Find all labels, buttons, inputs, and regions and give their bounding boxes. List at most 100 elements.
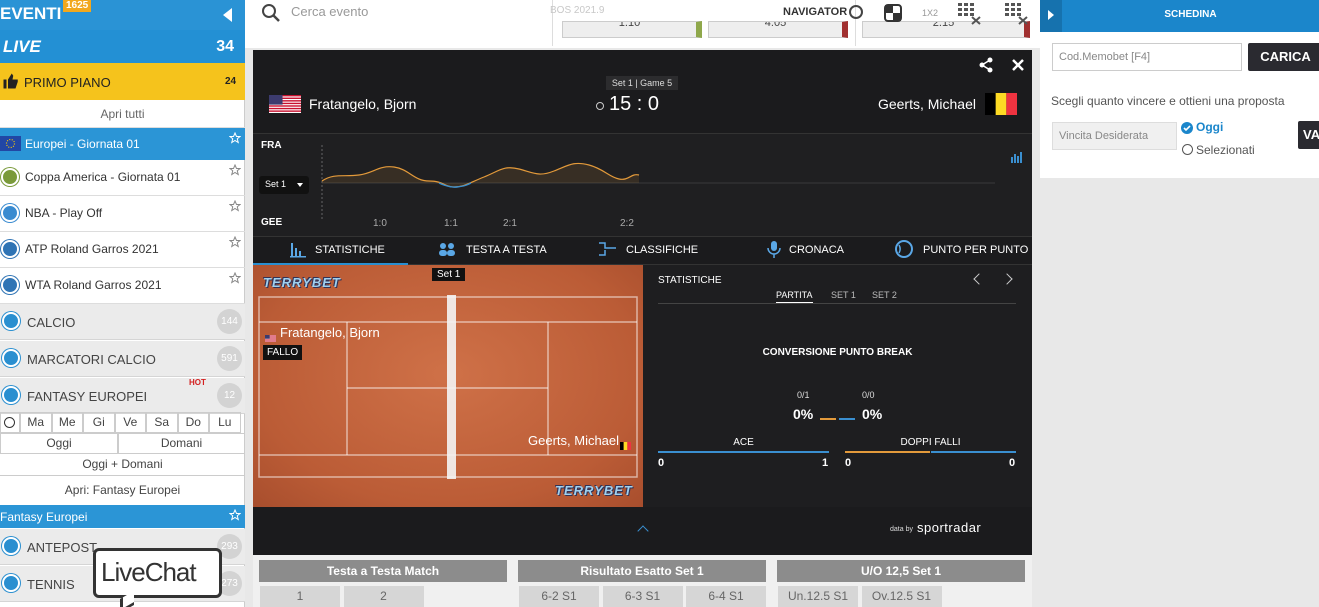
icon-part [299, 251, 301, 256]
day-filter[interactable]: Do [177, 412, 209, 433]
count-badge: 144 [217, 309, 242, 334]
expand-caret[interactable] [637, 525, 649, 537]
collapse-arrow[interactable] [223, 8, 232, 22]
competition-row[interactable] [0, 160, 245, 196]
market-option[interactable]: 2 [343, 586, 424, 607]
icon-part [895, 240, 913, 258]
tab-icon[interactable] [290, 240, 310, 260]
market-mode[interactable]: 1X2 [922, 8, 939, 18]
highlighted-row[interactable] [0, 128, 245, 160]
grid-icon[interactable] [1005, 3, 1029, 25]
favorite-star[interactable] [228, 508, 242, 521]
icon-part [979, 57, 993, 73]
market-option[interactable]: 6-3 S1 [602, 586, 683, 607]
ace-label: ACE [733, 437, 754, 448]
compass-icon[interactable] [849, 5, 863, 19]
day-filter[interactable]: Ve [114, 412, 146, 433]
competition-row[interactable] [0, 232, 245, 268]
favorite-star[interactable] [228, 235, 242, 248]
tab-icon[interactable] [895, 240, 915, 260]
icon-part [995, 93, 1007, 115]
sport-label: FANTASY EUROPEI [27, 389, 148, 404]
odds-button[interactable]: 1.10 [562, 21, 702, 38]
close-icon[interactable] [1012, 58, 1024, 71]
tab-icon[interactable] [438, 240, 458, 260]
day-filter[interactable]: Gi [83, 412, 115, 433]
day-oggi-domani[interactable]: Oggi + Domani [0, 454, 245, 476]
day-filter[interactable]: Me [51, 412, 83, 433]
market-option[interactable]: Ov.12.5 S1 [861, 586, 942, 607]
market-option[interactable]: 6-4 S1 [686, 586, 766, 607]
amount-input[interactable]: Vincita Desiderata [1052, 122, 1177, 150]
day-clock[interactable] [0, 412, 20, 433]
icon-part [269, 100, 301, 102]
sport-icon [2, 349, 20, 367]
fantasy-header[interactable] [0, 505, 245, 528]
market-option[interactable]: Un.12.5 S1 [778, 586, 858, 607]
favorite-star[interactable] [228, 163, 242, 176]
period-tab[interactable]: SET 1 [831, 290, 856, 300]
sport-label: MARCATORI CALCIO [27, 352, 156, 367]
primo-piano-row[interactable] [0, 63, 245, 100]
competition-row[interactable] [0, 268, 245, 304]
tab-icon[interactable] [598, 240, 618, 260]
tab-label[interactable]: TESTA A TESTA [466, 244, 547, 256]
search-input[interactable]: Cerca evento [291, 4, 369, 19]
favorite-star[interactable] [228, 199, 242, 212]
tab-label[interactable]: CLASSIFICHE [626, 244, 699, 256]
momentum-graph [319, 139, 1001, 233]
icon-part [295, 248, 297, 256]
icon-part [439, 243, 455, 256]
sport-row[interactable] [0, 378, 245, 414]
radio-checked[interactable] [1181, 121, 1193, 134]
icon-part [439, 250, 447, 256]
market-option[interactable]: 1 [260, 586, 340, 607]
prev-arrow[interactable] [973, 273, 985, 285]
sport-row[interactable] [0, 341, 245, 377]
day-domani[interactable]: Domani [118, 433, 245, 454]
competition-row[interactable] [0, 196, 245, 232]
tab-label[interactable]: STATISTICHE [315, 244, 385, 256]
navigator-label[interactable]: NAVIGATOR [783, 6, 848, 18]
view-icon[interactable] [884, 4, 902, 22]
period-tab[interactable]: PARTITA [776, 290, 813, 303]
brand-logo: TERRYBET [555, 483, 633, 498]
apri-tutti[interactable]: Apri tutti [0, 100, 245, 128]
day-filter[interactable]: Ma [20, 412, 52, 433]
icon-part [1183, 125, 1191, 132]
tab-label[interactable]: PUNTO PER PUNTO [923, 244, 1029, 256]
livechat-button[interactable]: LiveChat [93, 548, 222, 598]
chart-toggle[interactable] [1011, 150, 1023, 163]
icon-part [228, 199, 242, 212]
day-oggi[interactable]: Oggi [0, 433, 118, 454]
home-break-bar [820, 418, 836, 420]
option-oggi[interactable]: Oggi [1196, 120, 1224, 134]
code-input[interactable]: Cod.Memobet [F4] [1052, 43, 1242, 71]
grid-icon[interactable] [958, 3, 982, 25]
sport-row[interactable] [0, 304, 245, 340]
load-button[interactable]: CARICA [1248, 43, 1319, 71]
period-tab[interactable]: SET 2 [872, 290, 897, 300]
share-icon[interactable] [978, 57, 994, 73]
day-filter[interactable]: Sa [146, 412, 178, 433]
radio-unchecked[interactable] [1182, 144, 1193, 155]
live-row[interactable] [0, 30, 245, 63]
set-dropdown[interactable]: Set 1 [259, 176, 309, 194]
icon-part [1005, 3, 1009, 6]
tab-label[interactable]: CRONACA [789, 244, 845, 256]
tab-icon[interactable] [765, 240, 785, 260]
next-arrow[interactable] [1001, 273, 1013, 285]
momentum-home: FRA [261, 140, 282, 151]
day-filter[interactable]: Lu [209, 412, 241, 433]
favorite-star[interactable] [228, 131, 242, 144]
icon-part [265, 335, 276, 336]
odds-button[interactable]: 4.05 [708, 21, 848, 38]
option-selezionati[interactable]: Selezionati [1196, 143, 1255, 157]
top-bar: Cerca evento BOS 2021.9 1.10 4.05 2.15 NAVIGA… [245, 0, 1040, 48]
odds-button[interactable]: 2.15 [862, 21, 1030, 38]
favorite-star[interactable] [228, 271, 242, 284]
apri-fantasy[interactable]: Apri: Fantasy Europei [64, 483, 181, 497]
go-button[interactable]: VA [1298, 121, 1319, 149]
icon-part [771, 241, 777, 251]
market-option[interactable]: 6-2 S1 [519, 586, 599, 607]
